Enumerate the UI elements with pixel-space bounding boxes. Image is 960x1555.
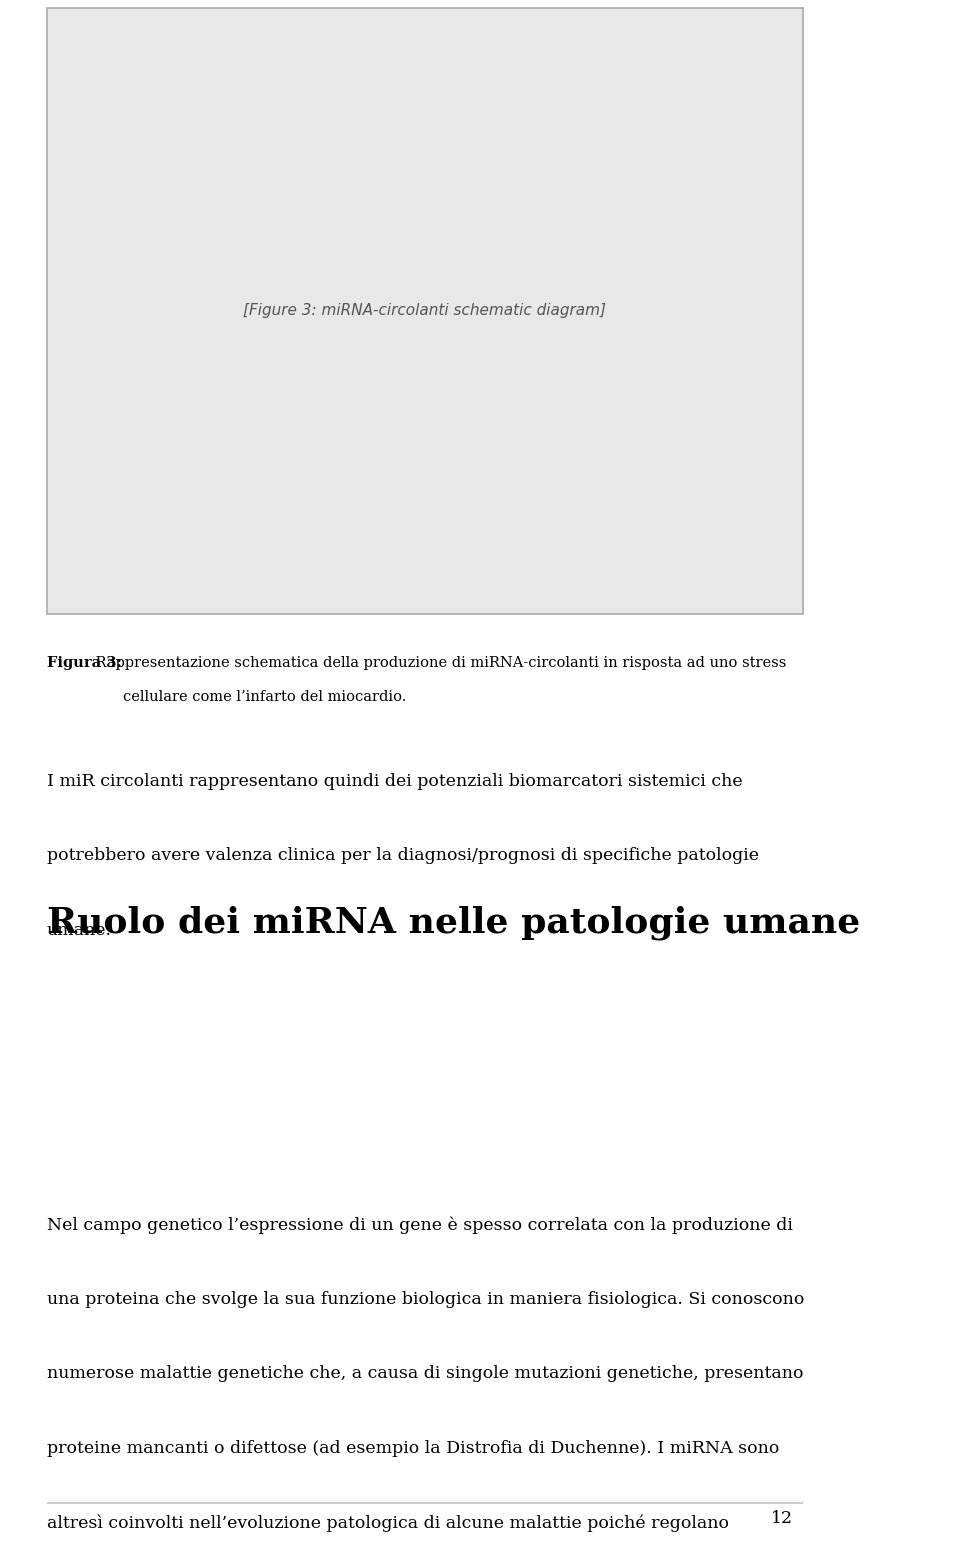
Text: Figura 3:: Figura 3: — [47, 656, 122, 670]
FancyBboxPatch shape — [47, 8, 804, 614]
Text: Ruolo dei miRNA nelle patologie umane: Ruolo dei miRNA nelle patologie umane — [47, 905, 860, 939]
Text: umane.: umane. — [47, 922, 111, 939]
Text: cellulare come l’infarto del miocardio.: cellulare come l’infarto del miocardio. — [123, 690, 407, 704]
Text: altresì coinvolti nell’evoluzione patologica di alcune malattie poiché regolano: altresì coinvolti nell’evoluzione patolo… — [47, 1515, 729, 1532]
Text: numerose malattie genetiche che, a causa di singole mutazioni genetiche, present: numerose malattie genetiche che, a causa… — [47, 1365, 804, 1382]
Text: 12: 12 — [771, 1510, 793, 1527]
FancyBboxPatch shape — [47, 1502, 804, 1504]
Text: potrebbero avere valenza clinica per la diagnosi/prognosi di specifiche patologi: potrebbero avere valenza clinica per la … — [47, 847, 758, 865]
Text: Nel campo genetico l’espressione di un gene è spesso correlata con la produzione: Nel campo genetico l’espressione di un g… — [47, 1216, 793, 1233]
Text: proteine mancanti o difettose (ad esempio la Distrofia di Duchenne). I miRNA son: proteine mancanti o difettose (ad esempi… — [47, 1440, 780, 1457]
Text: [Figure 3: miRNA-circolanti schematic diagram]: [Figure 3: miRNA-circolanti schematic di… — [244, 303, 607, 319]
Text: I miR circolanti rappresentano quindi dei potenziali biomarcatori sistemici che: I miR circolanti rappresentano quindi de… — [47, 773, 742, 790]
Text: una proteina che svolge la sua funzione biologica in maniera fisiologica. Si con: una proteina che svolge la sua funzione … — [47, 1291, 804, 1308]
Text: Rappresentazione schematica della produzione di miRNA-circolanti in risposta ad : Rappresentazione schematica della produz… — [91, 656, 786, 670]
